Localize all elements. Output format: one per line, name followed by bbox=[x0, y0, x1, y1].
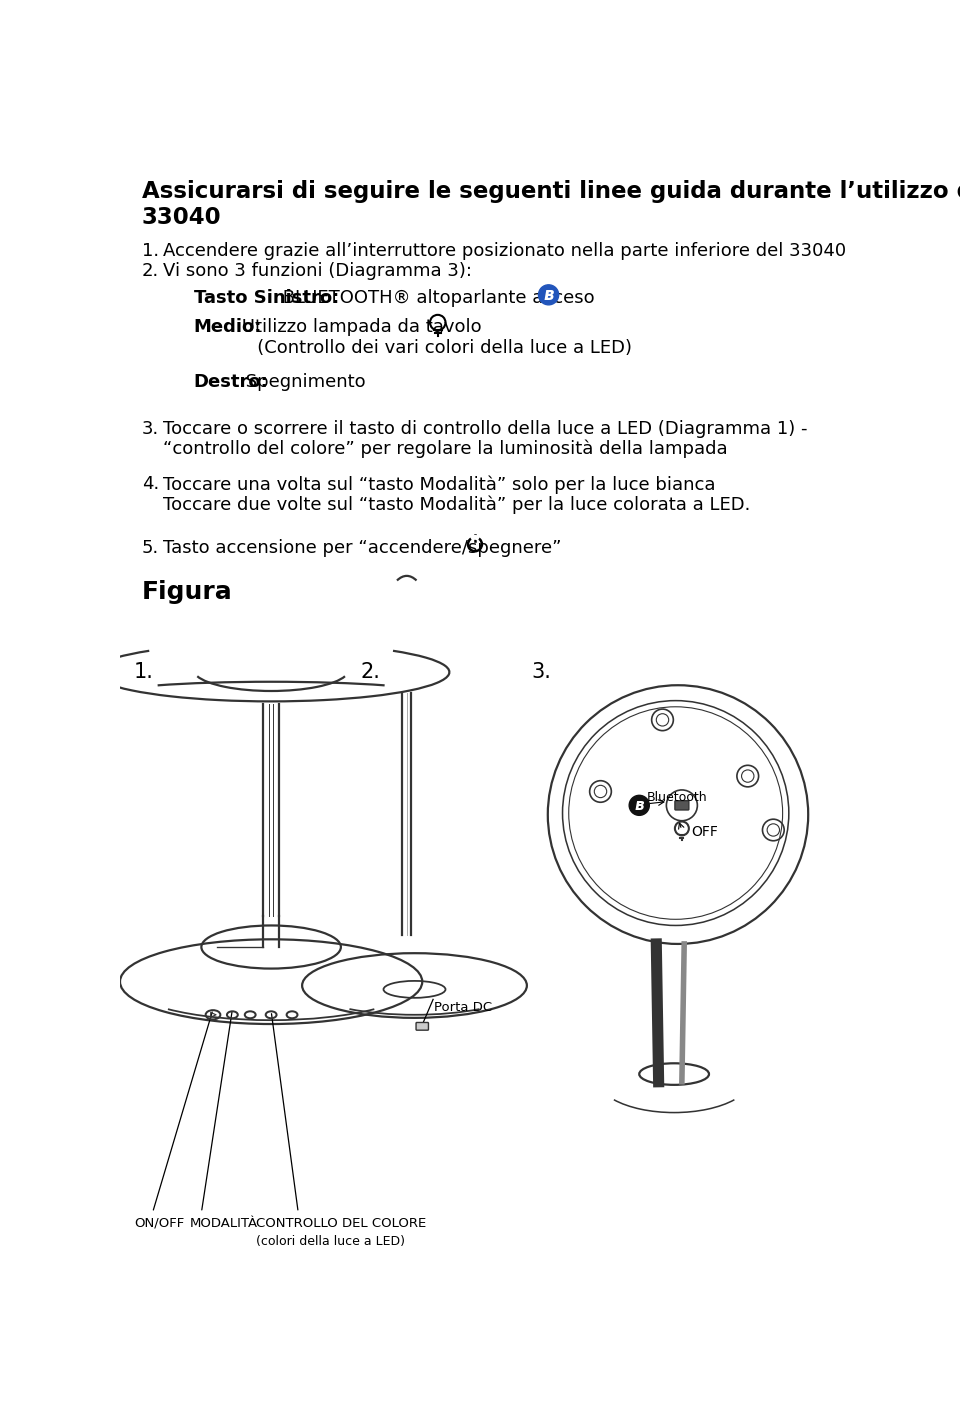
Text: 4.: 4. bbox=[142, 476, 159, 492]
Text: ON/OFF: ON/OFF bbox=[134, 1216, 184, 1229]
Text: 1.: 1. bbox=[134, 662, 154, 682]
Text: 3.: 3. bbox=[142, 419, 159, 437]
Text: Tasto Sinistro:: Tasto Sinistro: bbox=[194, 289, 339, 306]
Text: Figura: Figura bbox=[142, 580, 232, 604]
Text: Accendere grazie all’interruttore posizionato nella parte inferiore del 33040: Accendere grazie all’interruttore posizi… bbox=[163, 241, 847, 260]
Text: Utilizzo lampada da tavolo: Utilizzo lampada da tavolo bbox=[236, 317, 482, 336]
Text: 5.: 5. bbox=[142, 539, 159, 557]
Text: OFF: OFF bbox=[691, 825, 718, 840]
Text: Medio:: Medio: bbox=[194, 317, 262, 336]
Text: Vi sono 3 funzioni (Diagramma 3):: Vi sono 3 funzioni (Diagramma 3): bbox=[163, 261, 472, 279]
Text: Toccare o scorrere il tasto di controllo della luce a LED (Diagramma 1) -: Toccare o scorrere il tasto di controllo… bbox=[163, 419, 808, 437]
Text: MODALITÀ: MODALITÀ bbox=[190, 1216, 258, 1229]
Text: Toccare due volte sul “tasto Modalità” per la luce colorata a LED.: Toccare due volte sul “tasto Modalità” p… bbox=[163, 495, 751, 514]
Text: 2.: 2. bbox=[142, 261, 159, 279]
Text: Spegnimento: Spegnimento bbox=[240, 373, 366, 391]
Text: “controllo del colore” per regolare la luminosità della lampada: “controllo del colore” per regolare la l… bbox=[163, 440, 728, 459]
Text: BLUETOOTH® altoparlante acceso: BLUETOOTH® altoparlante acceso bbox=[277, 289, 595, 306]
Text: Porta DC: Porta DC bbox=[434, 1000, 492, 1015]
Text: Assicurarsi di seguire le seguenti linee guida durante l’utilizzo di: Assicurarsi di seguire le seguenti linee… bbox=[142, 181, 960, 203]
FancyBboxPatch shape bbox=[675, 800, 689, 810]
Text: Tasto accensione per “accendere/spegnere”: Tasto accensione per “accendere/spegnere… bbox=[163, 539, 562, 557]
Text: Destro:: Destro: bbox=[194, 373, 269, 391]
Circle shape bbox=[539, 285, 559, 305]
Text: 3.: 3. bbox=[532, 662, 551, 682]
Text: 33040: 33040 bbox=[142, 206, 222, 229]
Text: (colori della luce a LED): (colori della luce a LED) bbox=[255, 1235, 404, 1247]
Text: CONTROLLO DEL COLORE: CONTROLLO DEL COLORE bbox=[255, 1216, 426, 1229]
Text: 2.: 2. bbox=[360, 662, 380, 682]
FancyBboxPatch shape bbox=[416, 1023, 428, 1030]
Text: (Controllo dei vari colori della luce a LED): (Controllo dei vari colori della luce a … bbox=[194, 339, 632, 357]
Text: ʙ: ʙ bbox=[543, 286, 554, 303]
Text: 1.: 1. bbox=[142, 241, 158, 260]
Circle shape bbox=[629, 796, 649, 816]
Text: Toccare una volta sul “tasto Modalità” solo per la luce bianca: Toccare una volta sul “tasto Modalità” s… bbox=[163, 476, 716, 494]
Text: Bluetooth: Bluetooth bbox=[647, 792, 708, 804]
Text: ʙ: ʙ bbox=[635, 797, 644, 813]
